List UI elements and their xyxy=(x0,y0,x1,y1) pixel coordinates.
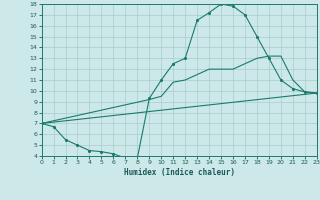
X-axis label: Humidex (Indice chaleur): Humidex (Indice chaleur) xyxy=(124,168,235,177)
